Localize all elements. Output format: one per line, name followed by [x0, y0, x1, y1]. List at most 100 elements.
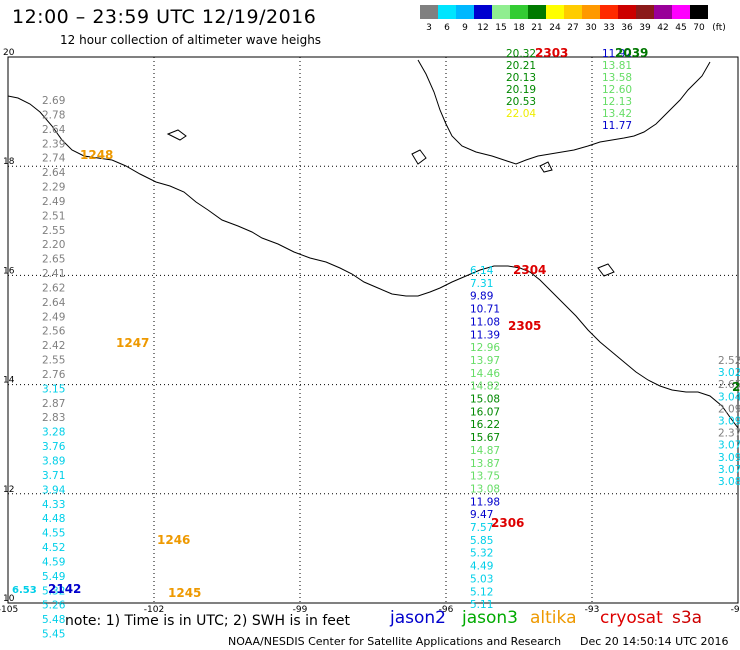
wave-height-value: 5.85: [470, 535, 493, 547]
coastline: [7, 59, 739, 429]
island-3: [539, 161, 553, 173]
wave-height-value: 13.75: [470, 471, 500, 483]
page-title: 12:00 – 23:59 UTC 12/19/2016: [12, 6, 317, 28]
legend-label: 27: [567, 23, 579, 33]
legend-label: 42: [657, 23, 669, 33]
wave-height-value: 3.94: [42, 484, 66, 496]
wave-height-value: 2.55: [42, 355, 65, 367]
wave-height-value: 2.64: [42, 124, 66, 136]
wave-height-value: 13.42: [602, 108, 632, 120]
legend-label: 18: [513, 23, 525, 33]
wave-height-value: 2.37: [718, 428, 740, 440]
pass-time-label: 2305: [508, 319, 541, 333]
wave-height-value: 2.64: [42, 297, 66, 309]
wave-height-value: 20.19: [506, 84, 536, 96]
wave-height-value: 14.46: [470, 368, 500, 380]
wave-height-value: 15.67: [470, 432, 500, 444]
wave-height-value: 5.03: [470, 573, 493, 585]
pass-time-label: 2142: [48, 582, 81, 596]
wave-height-value: 4.52: [42, 542, 65, 554]
wave-height-value: 2.09: [718, 403, 740, 415]
page-subtitle: 12 hour collection of altimeter wave hei…: [60, 33, 322, 47]
wave-height-value: 12.13: [602, 96, 632, 108]
color-legend: 3 6 9 12 15 18 21 24 27 30 33 36 39 42 45 70 (ft): [420, 5, 730, 35]
wave-height-value: 2.29: [42, 182, 65, 194]
legend-swatch: [564, 5, 582, 19]
wave-height-value: 5.32: [470, 548, 493, 560]
wave-height-value: 11.39: [470, 329, 500, 341]
map-frame: [7, 56, 739, 604]
lon-tick-label: -99: [293, 605, 308, 615]
wave-height-value: 3.15: [42, 383, 65, 395]
legend-swatch: [492, 5, 510, 19]
lat-tick-label: 10: [3, 594, 15, 604]
wave-height-value: 20.21: [506, 60, 536, 72]
wave-height-value: 5.11: [470, 599, 493, 611]
axis-tick-labels: -105 -102 -99 -96 -93 -90 20 18 16 14 12 10: [0, 48, 740, 615]
pass-time-label: 2306: [491, 516, 524, 530]
wave-height-value: 3.08: [718, 476, 740, 488]
legend-swatch: [438, 5, 456, 19]
legend-label: 24: [549, 23, 561, 33]
wave-height-value: 2.20: [42, 239, 65, 251]
legend-swatch: [636, 5, 654, 19]
generated-timestamp: Dec 20 14:50:14 UTC 2016: [580, 635, 729, 648]
legend-swatch: [528, 5, 546, 19]
wave-height-value: 5.32: [42, 585, 65, 597]
wave-height-value: 3.04: [718, 391, 740, 403]
pass-time-label: 1246: [157, 533, 190, 547]
wave-height-value: 11.98: [470, 496, 500, 508]
wave-height-value: 4.33: [42, 499, 65, 511]
legend-label: 39: [639, 23, 651, 33]
satellite-altika-label: altika: [530, 608, 577, 628]
legend-swatch: [582, 5, 600, 19]
pass-time-labels: 1248 1247 1246 1245 2142 6.53 2303 2039 2304 2305…: [12, 46, 740, 600]
pass-time-label: 6.53: [12, 585, 37, 596]
lat-tick-label: 20: [3, 48, 15, 58]
wave-height-value: 2.76: [42, 369, 66, 381]
wave-height-value: 3.28: [42, 427, 65, 439]
wave-height-value: 15.08: [470, 394, 500, 406]
legend-label: 45: [675, 23, 687, 33]
wave-height-value: 11.77: [602, 120, 632, 132]
wave-height-value: 2.69: [42, 95, 65, 107]
pass-time-label: 2303: [535, 46, 568, 60]
wave-height-value: 4.49: [470, 561, 493, 573]
island-1: [166, 129, 187, 141]
legend-swatch: [618, 5, 636, 19]
legend-swatch: [690, 5, 708, 19]
wave-height-value: 16.07: [470, 406, 500, 418]
legend-swatch: [510, 5, 528, 19]
legend-label: 15: [495, 23, 507, 33]
legend-label: 3: [426, 23, 432, 33]
footer-notes: note: 1) Time is in UTC; 2) SWH is in fe…: [0, 605, 740, 650]
wave-height-value: 2.65: [42, 254, 65, 266]
wave-height-value: 13.87: [470, 458, 500, 470]
lat-tick-label: 16: [3, 266, 15, 276]
altimeter-tracks: 2.69 2.78 2.64 2.39 2.74 2.64 2.29 2.49 2.51 2.55…: [42, 48, 740, 641]
wave-height-value: 12.60: [602, 84, 632, 96]
lon-tick-label: -96: [439, 605, 454, 615]
wave-height-value: 2.49: [42, 311, 65, 323]
wave-height-value: 2.52: [718, 355, 740, 367]
wave-height-value: 2.83: [42, 412, 65, 424]
wave-height-value: 9.47: [470, 509, 493, 521]
wave-height-value: 6.14: [470, 265, 494, 277]
wave-height-value: 12.96: [470, 342, 500, 354]
wave-height-value: 13.58: [602, 72, 632, 84]
wave-height-value: 5.48: [42, 614, 65, 626]
wave-height-value: 3.02: [718, 367, 740, 379]
legend-swatch: [546, 5, 564, 19]
legend-unit: (ft): [712, 23, 726, 33]
wave-height-value: 10.71: [470, 304, 500, 316]
lat-tick-label: 18: [3, 157, 15, 167]
mexico-pacific-coastline: [7, 95, 739, 429]
wave-height-value: 3.76: [42, 441, 66, 453]
satellite-jason3-label: jason3: [462, 608, 518, 628]
legend-swatch: [600, 5, 618, 19]
lon-tick-label: -93: [585, 605, 600, 615]
wave-height-value: 3.09: [718, 416, 740, 428]
producer-credit: NOAA/NESDIS Center for Satellite Applica…: [228, 635, 562, 648]
wave-height-value: 2.42: [42, 340, 65, 352]
lat-lon-grid: [8, 57, 738, 603]
